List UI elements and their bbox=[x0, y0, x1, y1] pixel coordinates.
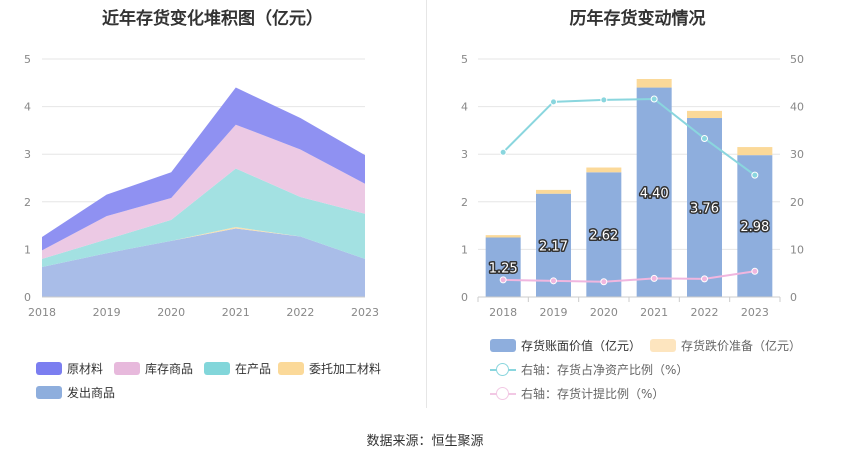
point-ratio bbox=[751, 171, 759, 179]
point-ratio bbox=[701, 134, 708, 142]
point-provision bbox=[550, 277, 557, 285]
legend-label: 原材料 bbox=[67, 362, 104, 376]
bar-value-label: 2.62 bbox=[589, 229, 618, 244]
legend-swatch bbox=[650, 339, 676, 352]
x-tick-label: 2018 bbox=[489, 306, 517, 319]
line-provision bbox=[503, 270, 755, 283]
left-chart-title: 近年存货变化堆积图（亿元） bbox=[102, 9, 323, 29]
x-tick-label: 2021 bbox=[222, 306, 250, 319]
legend-swatch bbox=[278, 362, 304, 375]
y-tick-label: 3 bbox=[24, 148, 31, 161]
point-provision bbox=[600, 278, 608, 286]
legend-label: 右轴：存货计提比例（%） bbox=[521, 387, 665, 401]
y-tick-label: 3 bbox=[461, 148, 468, 161]
legend-item-ratio[interactable]: 右轴：存货占净资产比例（%） bbox=[490, 361, 688, 378]
x-tick-label: 2020 bbox=[157, 306, 185, 319]
legend-item-impairment[interactable]: 存货跌价准备（亿元） bbox=[650, 337, 801, 354]
y2-tick-label: 50 bbox=[790, 53, 804, 66]
y-tick-label: 2 bbox=[24, 196, 31, 209]
y-tick-label: 1 bbox=[461, 243, 468, 256]
y-tick-label: 0 bbox=[461, 291, 468, 304]
y-tick-label: 1 bbox=[24, 243, 31, 256]
legend-label: 右轴：存货占净资产比例（%） bbox=[521, 363, 689, 377]
bar-value-label: 3.76 bbox=[690, 202, 719, 217]
x-tick-label: 2018 bbox=[28, 306, 56, 319]
panel-divider bbox=[426, 0, 427, 408]
y-tick-label: 0 bbox=[24, 291, 31, 304]
bar-book-value bbox=[586, 172, 622, 297]
y2-tick-label: 0 bbox=[790, 291, 797, 304]
right-chart-title: 历年存货变动情况 bbox=[569, 9, 706, 29]
legend-swatch bbox=[114, 362, 140, 375]
bar-value-label: 4.40 bbox=[640, 186, 669, 201]
point-provision bbox=[701, 275, 708, 283]
point-ratio bbox=[499, 148, 507, 156]
legend-line-marker bbox=[490, 363, 516, 376]
y2-tick-label: 10 bbox=[790, 243, 804, 256]
legend-swatch bbox=[204, 362, 230, 375]
bar-impairment bbox=[636, 78, 672, 88]
legend-label: 委托加工材料 bbox=[309, 362, 382, 376]
bar-value-label: 2.17 bbox=[539, 239, 568, 254]
point-provision bbox=[499, 276, 507, 284]
legend-item-outsourced[interactable]: 委托加工材料 bbox=[278, 360, 381, 377]
x-tick-label: 2019 bbox=[540, 306, 568, 319]
legend-item-wip[interactable]: 在产品 bbox=[204, 360, 271, 377]
x-tick-label: 2020 bbox=[590, 306, 618, 319]
y-tick-label: 4 bbox=[24, 101, 31, 114]
point-ratio bbox=[600, 96, 608, 104]
area-inventory bbox=[42, 124, 365, 259]
x-tick-label: 2022 bbox=[286, 306, 314, 319]
y2-tick-label: 40 bbox=[790, 101, 804, 114]
bar-impairment bbox=[737, 147, 773, 156]
x-tick-label: 2023 bbox=[351, 306, 379, 319]
x-tick-label: 2019 bbox=[93, 306, 121, 319]
bar-impairment bbox=[586, 167, 622, 173]
area-raw bbox=[42, 87, 365, 251]
legend-label: 在产品 bbox=[235, 362, 272, 376]
legend-swatch bbox=[36, 386, 62, 399]
legend-label: 存货账面价值（亿元） bbox=[521, 339, 642, 353]
y-tick-label: 5 bbox=[24, 53, 31, 66]
bar-impairment bbox=[485, 235, 521, 238]
legend-label: 存货跌价准备（亿元） bbox=[681, 339, 802, 353]
bar-book-value bbox=[485, 237, 521, 297]
legend-swatch bbox=[490, 339, 516, 352]
y-tick-label: 5 bbox=[461, 53, 468, 66]
point-provision bbox=[650, 274, 658, 282]
x-tick-label: 2022 bbox=[691, 306, 719, 319]
data-source-note: 数据来源：恒生聚源 bbox=[366, 434, 484, 449]
area-wip bbox=[42, 168, 365, 268]
bar-impairment bbox=[536, 189, 571, 194]
area-shipped bbox=[42, 228, 365, 297]
y2-tick-label: 20 bbox=[790, 196, 804, 209]
legend-line-marker bbox=[490, 387, 516, 400]
bar-impairment bbox=[687, 110, 722, 119]
point-ratio bbox=[650, 95, 658, 103]
bar-value-label: 1.25 bbox=[489, 261, 518, 276]
bar-book-value bbox=[636, 87, 672, 297]
legend-item-provision[interactable]: 右轴：存货计提比例（%） bbox=[490, 385, 664, 402]
y2-tick-label: 30 bbox=[790, 148, 804, 161]
bar-value-label: 2.98 bbox=[740, 220, 769, 235]
legend-item-inventory[interactable]: 库存商品 bbox=[114, 360, 193, 377]
legend-label: 库存商品 bbox=[145, 362, 194, 376]
y-tick-label: 4 bbox=[461, 101, 468, 114]
x-tick-label: 2023 bbox=[741, 306, 769, 319]
legend-swatch bbox=[36, 362, 62, 375]
line-ratio bbox=[502, 97, 756, 176]
point-provision bbox=[751, 267, 759, 275]
y-tick-label: 2 bbox=[461, 196, 468, 209]
legend-item-raw[interactable]: 原材料 bbox=[36, 360, 103, 377]
legend-label: 发出商品 bbox=[67, 386, 116, 400]
x-tick-label: 2021 bbox=[640, 306, 668, 319]
legend-item-book-value[interactable]: 存货账面价值（亿元） bbox=[490, 337, 641, 354]
point-ratio bbox=[550, 98, 557, 106]
legend-item-shipped[interactable]: 发出商品 bbox=[36, 384, 115, 401]
